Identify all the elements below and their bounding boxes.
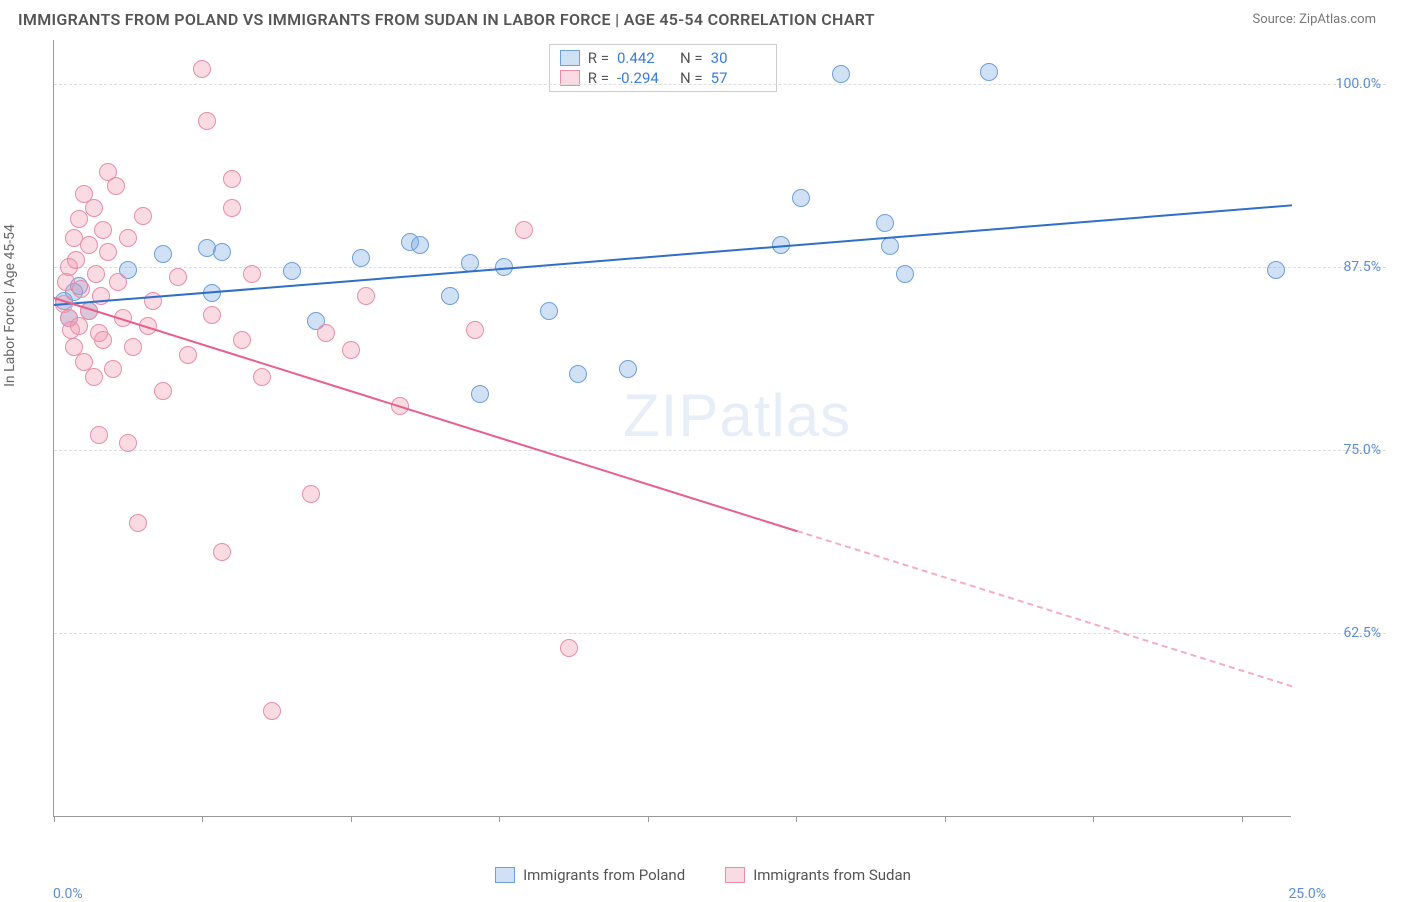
data-point [154,245,172,263]
x-tick [499,816,500,822]
x-tick [1093,816,1094,822]
data-point [223,170,241,188]
data-point [129,514,147,532]
data-point [213,543,231,561]
data-point [411,236,429,254]
data-point [263,702,281,720]
n-value: 30 [711,49,766,67]
data-point [193,60,211,78]
data-point [119,229,137,247]
x-axis-max-label: 25.0% [1288,886,1326,902]
gridline-h [54,633,1386,634]
trend-line [54,204,1292,306]
legend-swatch [560,50,580,66]
x-tick [945,816,946,822]
data-point [119,434,137,452]
data-point [233,331,251,349]
data-point [223,199,241,217]
trend-line [54,297,797,532]
data-point [198,112,216,130]
data-point [134,207,152,225]
data-point [99,243,117,261]
y-tick-label: 75.0% [1296,442,1381,458]
n-label: N = [680,49,703,67]
data-point [104,360,122,378]
data-point [832,65,850,83]
data-point [107,177,125,195]
gridline-h [54,450,1386,451]
data-point [124,338,142,356]
x-tick [648,816,649,822]
data-point [283,262,301,280]
data-point [792,189,810,207]
legend-label: Immigrants from Sudan [753,866,911,884]
chart-area: In Labor Force | Age 45-54 ZIPatlas R =0… [18,40,1386,847]
data-point [213,243,231,261]
data-point [144,292,162,310]
data-point [357,287,375,305]
data-point [203,306,221,324]
data-point [109,273,127,291]
data-point [87,265,105,283]
data-point [154,382,172,400]
data-point [461,254,479,272]
data-point [619,360,637,378]
data-point [515,221,533,239]
data-point [72,280,90,298]
legend-swatch [495,867,515,883]
data-point [243,265,261,283]
data-point [1267,261,1285,279]
y-tick-label: 62.5% [1296,625,1381,641]
legend-series: Immigrants from Poland Immigrants from Su… [0,866,1406,884]
chart-title: IMMIGRANTS FROM POLAND VS IMMIGRANTS FRO… [18,10,875,29]
y-tick-label: 87.5% [1296,259,1381,275]
legend-label: Immigrants from Poland [523,866,685,884]
x-axis-min-label: 0.0% [53,886,83,902]
data-point [67,251,85,269]
chart-source: Source: ZipAtlas.com [1252,12,1376,27]
data-point [179,346,197,364]
data-point [980,63,998,81]
x-tick [202,816,203,822]
legend-corr-row: R = 0.442 N = 30 [560,48,766,68]
data-point [80,236,98,254]
data-point [881,237,899,255]
x-tick [796,816,797,822]
x-tick [351,816,352,822]
data-point [169,268,187,286]
data-point [441,287,459,305]
data-point [253,368,271,386]
data-point [466,321,484,339]
y-axis-label: In Labor Force | Age 45-54 [2,224,18,387]
data-point [317,324,335,342]
r-label: R = [588,49,609,67]
legend-item: Immigrants from Poland [495,866,685,884]
y-tick-label: 100.0% [1296,76,1381,92]
data-point [471,385,489,403]
data-point [342,341,360,359]
data-point [876,214,894,232]
data-point [85,368,103,386]
data-point [896,265,914,283]
x-tick [54,816,55,822]
data-point [85,199,103,217]
data-point [302,485,320,503]
data-point [540,302,558,320]
trend-line-dash [796,530,1292,687]
gridline-h [54,84,1386,85]
legend-item: Immigrants from Sudan [725,866,911,884]
chart-header: IMMIGRANTS FROM POLAND VS IMMIGRANTS FRO… [0,0,1406,39]
data-point [90,426,108,444]
data-point [94,331,112,349]
legend-swatch [725,867,745,883]
legend-corr-row: R =-0.294N =57 [560,68,766,88]
data-point [94,221,112,239]
r-value: 0.442 [617,49,672,67]
scatter-plot: ZIPatlas R =0.442N =30R =-0.294N =57 62.… [53,40,1291,817]
data-point [352,249,370,267]
data-point [560,639,578,657]
x-tick [1242,816,1243,822]
data-point [569,365,587,383]
watermark: ZIPatlas [623,381,851,450]
